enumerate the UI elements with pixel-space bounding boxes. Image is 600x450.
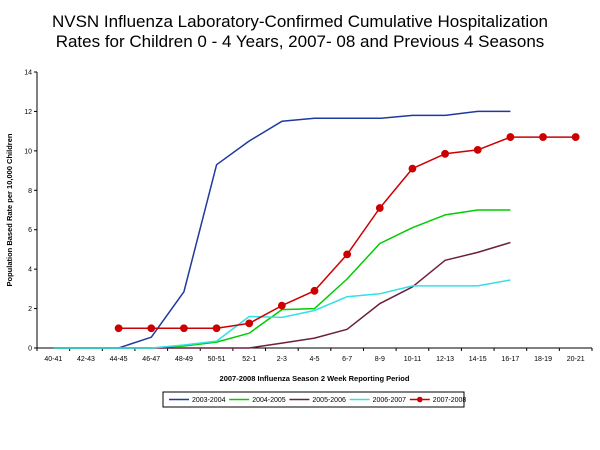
- data-point-2007-2008-50-51: [212, 324, 221, 333]
- data-point-2007-2008-2-3: [277, 301, 286, 310]
- chart-subtitle: Rates for Children 0 - 4 Years, 2007- 08…: [55, 32, 545, 51]
- y-tick-label: 0: [28, 346, 32, 353]
- data-point-2007-2008-48-49: [180, 324, 188, 333]
- y-axis-label: Population Based Rate per 10,000 Childre…: [5, 133, 14, 286]
- y-tick-label: 14: [24, 70, 32, 77]
- y-tick-label: 6: [28, 227, 32, 234]
- data-point-2007-2008-16-17: [506, 133, 515, 141]
- series-line-2007-2008: [118, 136, 576, 330]
- data-point-2007-2008-44-45: [114, 324, 123, 333]
- y-tick-label: 2: [28, 306, 32, 313]
- y-tick-label: 8: [28, 188, 32, 195]
- x-tick-label: 10-11: [404, 356, 421, 363]
- data-point-2007-2008-12-13: [441, 149, 449, 158]
- data-point-2007-2008-10-11: [408, 164, 417, 173]
- legend-entry-2005-2006: 2005-2006: [312, 397, 346, 404]
- x-axis-label: 2007-2008 Influenza Season 2 Week Report…: [220, 374, 410, 383]
- legend: 2003-2004 2004-2005 2005-2006 2006-2007 2007…: [162, 391, 467, 408]
- x-axis-ticks: 40-41 42-43 44-45 46-47 48-49 50-51 52-1 2-3 4-5…: [36, 348, 593, 363]
- x-tick-label: 16-17: [501, 356, 519, 363]
- x-tick-label: 12-13: [436, 356, 454, 363]
- x-tick-label: 2-3: [277, 356, 287, 363]
- x-tick-label: 20-21: [567, 356, 585, 363]
- data-point-2007-2008-52-1: [245, 319, 254, 328]
- legend-entry-2007-2008: 2007-2008: [433, 397, 467, 404]
- legend-entry-2003-2004: 2003-2004: [192, 397, 226, 404]
- y-axis-ticks: 0 2 4 6 8 10 12 14: [24, 70, 37, 353]
- chart-title: NVSN Influenza Laboratory-Confirmed Cumu…: [51, 12, 549, 31]
- x-tick-label: 42-43: [77, 356, 95, 363]
- y-tick-label: 12: [24, 109, 32, 116]
- x-tick-label: 44-45: [110, 356, 128, 363]
- data-point-2007-2008-6-7: [343, 250, 352, 259]
- data-point-2007-2008-18-19: [539, 133, 547, 141]
- data-point-2007-2008-8-9: [375, 204, 384, 212]
- chart-title-block: NVSN Influenza Laboratory-Confirmed Cumu…: [0, 12, 600, 52]
- y-tick-label: 10: [24, 148, 32, 155]
- x-tick-label: 48-49: [175, 356, 193, 363]
- data-point-2007-2008-4-5: [310, 286, 319, 295]
- data-point-2007-2008-46-47: [147, 324, 156, 333]
- legend-marker-2007-2008: [417, 396, 423, 403]
- series-line-2003-2004: [53, 110, 511, 349]
- y-tick-label: 4: [28, 267, 32, 274]
- data-point-2007-2008-20-21: [571, 133, 580, 141]
- x-tick-label: 18-19: [534, 356, 552, 363]
- legend-entry-2006-2007: 2006-2007: [373, 397, 407, 404]
- series-markers: [114, 133, 580, 333]
- x-tick-label: 8-9: [375, 356, 385, 363]
- legend-box: [162, 391, 465, 408]
- x-tick-label: 14-15: [469, 356, 487, 363]
- x-tick-label: 40-41: [44, 356, 62, 363]
- data-point-2007-2008-14-15: [473, 145, 482, 154]
- series-line-2005-2006: [53, 241, 511, 349]
- x-tick-label: 4-5: [309, 356, 319, 363]
- x-tick-label: 6-7: [342, 356, 352, 363]
- x-tick-label: 50-51: [208, 356, 226, 363]
- series-lines: [53, 110, 576, 349]
- x-tick-label: 46-47: [142, 356, 160, 363]
- legend-entry-2004-2005: 2004-2005: [252, 397, 286, 404]
- x-tick-label: 52-1: [242, 356, 256, 363]
- series-line-2006-2007: [53, 279, 511, 349]
